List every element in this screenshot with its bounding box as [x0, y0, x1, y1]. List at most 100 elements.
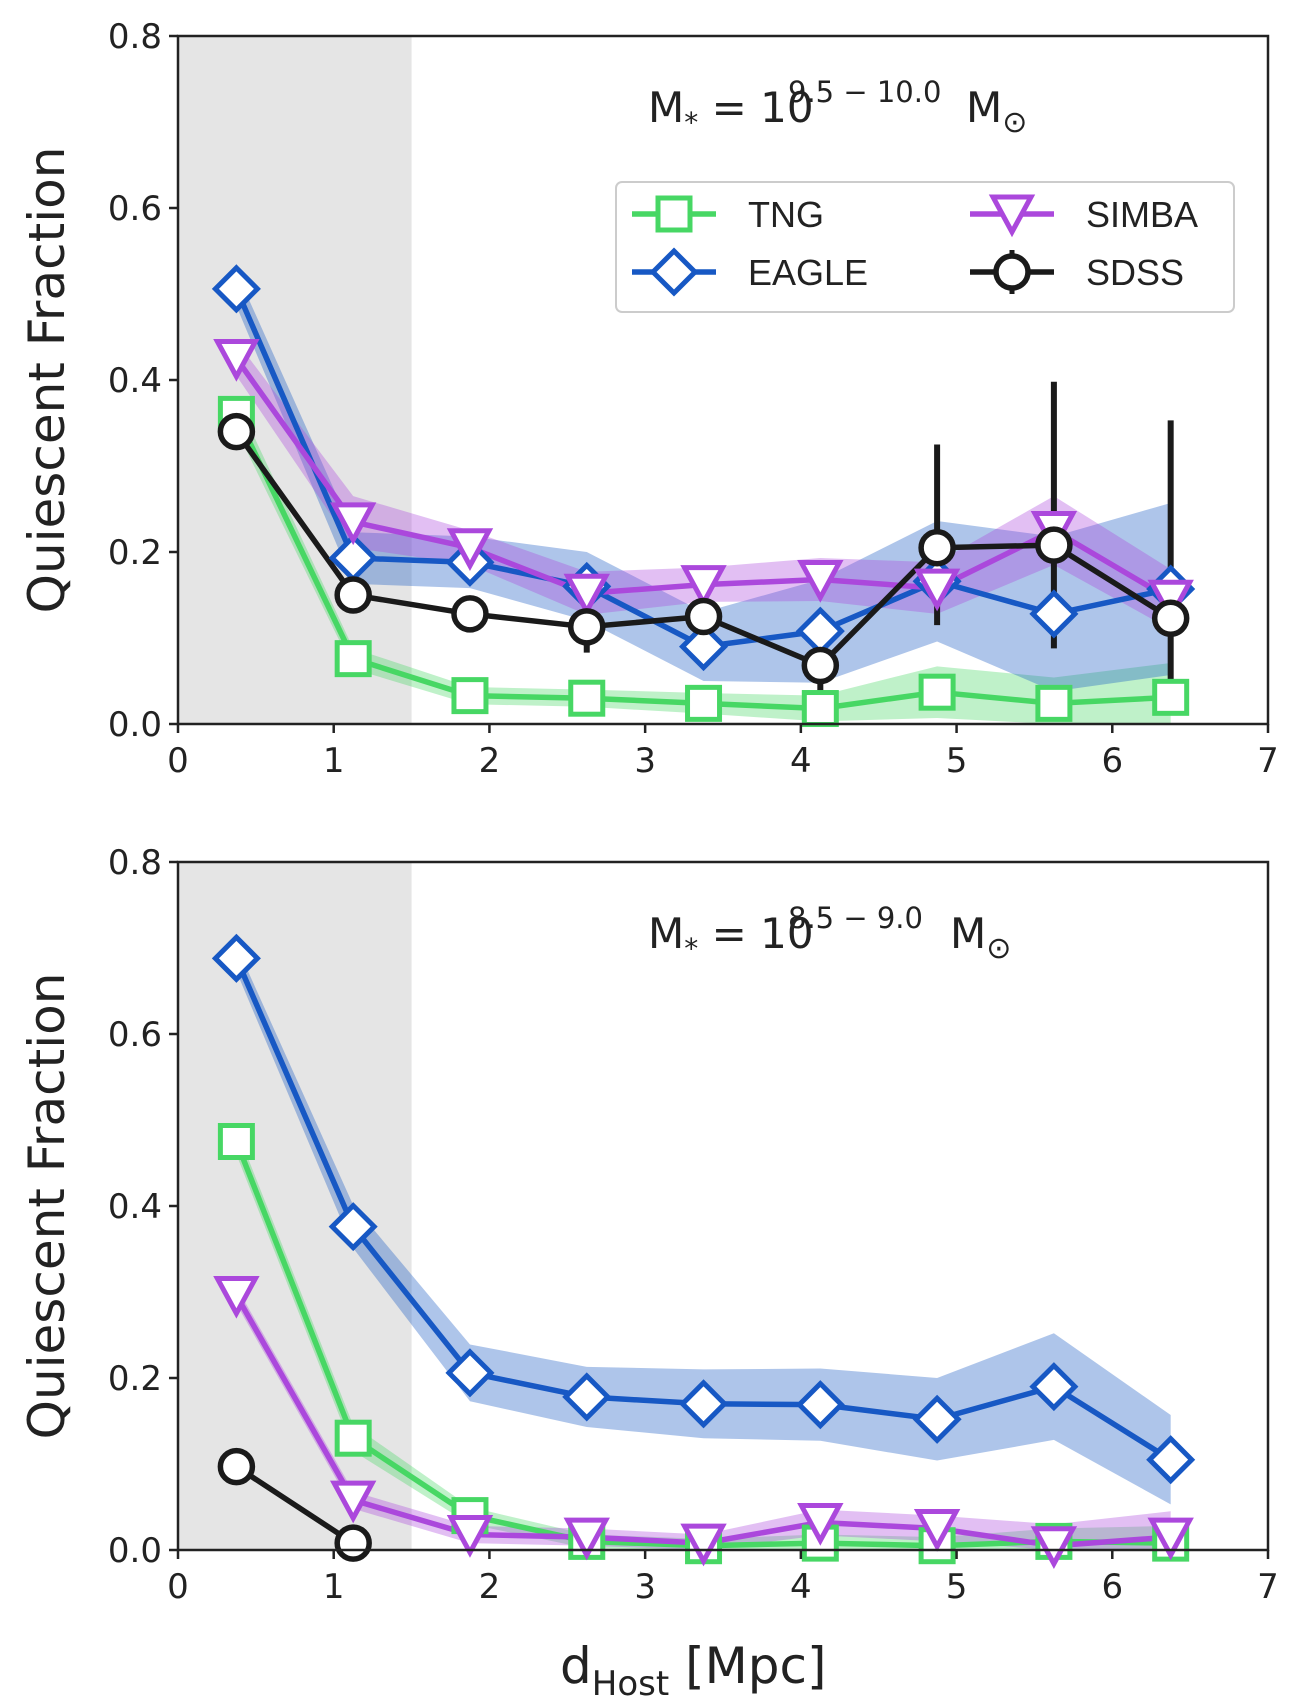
point-sdss [1035, 526, 1073, 564]
point-eagle [211, 264, 261, 314]
point-simba [680, 565, 727, 608]
point-simba [563, 573, 610, 617]
x-tick-label: 4 [790, 741, 812, 781]
point-eagle [1029, 589, 1079, 639]
point-sdss [334, 576, 372, 614]
mass-bin-exponent: 9.5 − 10.0 [788, 75, 941, 109]
point-eagle [1146, 1435, 1196, 1485]
shaded-region [178, 36, 412, 724]
point-eagle [328, 1202, 378, 1252]
legend-label: SDSS [1086, 252, 1184, 293]
band-simba [236, 1286, 1171, 1550]
point-tng [334, 640, 372, 678]
point-simba [446, 1515, 494, 1558]
point-tng [451, 677, 489, 715]
point-simba [913, 568, 961, 612]
y-tick-label: 0.8 [108, 17, 162, 57]
legend-entry-simba: SIMBA [970, 194, 1198, 238]
y-tick-label: 0.2 [108, 533, 162, 573]
x-tick-label: 2 [479, 1567, 501, 1607]
y-tick-label: 0.0 [108, 1531, 162, 1571]
point-simba [329, 502, 377, 546]
point-tng [334, 1419, 372, 1457]
point-sdss [568, 608, 606, 646]
point-sdss [217, 412, 256, 451]
legend-entry-sdss: SDSS [970, 250, 1184, 294]
y-axis-title: Quiescent Fraction [18, 147, 76, 614]
legend-marker [988, 194, 1036, 238]
legend-entry-tng: TNG [632, 194, 824, 235]
legend-label: TNG [748, 194, 824, 235]
point-eagle [679, 622, 729, 672]
x-tick-label: 7 [1257, 1567, 1279, 1607]
point-simba [563, 1517, 610, 1561]
point-simba [797, 560, 844, 603]
x-tick-label: 7 [1257, 741, 1279, 781]
legend-label: EAGLE [748, 252, 868, 293]
y-axis-title: Quiescent Fraction [18, 973, 76, 1440]
mass-bin-exponent: 8.5 − 9.0 [788, 901, 923, 935]
point-tng [685, 684, 723, 722]
x-tick-label: 3 [634, 741, 656, 781]
mass-bin-unit: M⊙ [950, 909, 1011, 966]
legend-marker [649, 247, 699, 297]
x-tick-label: 3 [634, 1567, 656, 1607]
x-tick-label: 1 [323, 1567, 345, 1607]
point-tng [801, 690, 839, 728]
point-simba [1030, 1526, 1078, 1569]
y-tick-label: 0.4 [108, 1187, 162, 1227]
point-eagle [445, 1348, 495, 1398]
point-simba [913, 1509, 961, 1552]
point-simba [446, 528, 494, 571]
point-tng [1152, 678, 1190, 716]
point-eagle [1029, 1362, 1079, 1412]
point-tng [217, 1123, 255, 1160]
shaded-region [178, 862, 412, 1550]
legend-marker [655, 195, 693, 233]
legend: TNG EAGLE SIMBA SDSS [615, 181, 1235, 313]
x-tick-label: 0 [167, 1567, 189, 1607]
line-sdss [234, 1464, 355, 1546]
y-tick-label: 0.4 [108, 361, 162, 401]
x-tick-label: 4 [790, 1567, 812, 1607]
x-tick-label: 6 [1101, 741, 1123, 781]
x-tick-label: 1 [323, 741, 345, 781]
point-sdss [918, 528, 956, 567]
point-sdss [684, 597, 723, 636]
point-tng [568, 679, 606, 717]
x-tick-label: 0 [167, 741, 189, 781]
point-sdss [334, 1524, 372, 1562]
x-axis-title: dHost [Mpc] [560, 1637, 826, 1704]
point-eagle [562, 1372, 612, 1422]
point-eagle [912, 1394, 962, 1444]
x-tick-label: 6 [1101, 1567, 1123, 1607]
point-eagle [211, 933, 261, 983]
point-tng [918, 673, 956, 711]
legend-frame [615, 181, 1235, 313]
x-tick-label: 5 [946, 741, 968, 781]
y-tick-label: 0.6 [108, 189, 162, 229]
panels: 0 1 2 3 4 5 6 7 0.0 0.2 0.4 0.6 0.8 Quiescent Fractio… [18, 17, 1279, 1607]
point-sdss [1151, 599, 1190, 637]
panel-1: 0 1 2 3 4 5 6 7 0.0 0.2 0.4 0.6 0.8 Quiescent Fractio… [18, 17, 1279, 781]
point-simba [1147, 1517, 1194, 1561]
point-tng [1035, 684, 1073, 722]
y-tick-label: 0.0 [108, 705, 162, 745]
legend-label: SIMBA [1086, 194, 1198, 235]
point-sdss [217, 1447, 256, 1486]
y-tick-label: 0.6 [108, 1015, 162, 1055]
mass-bin-label: M* = 10 [648, 83, 814, 139]
point-simba [329, 1480, 377, 1524]
legend-entry-eagle: EAGLE [632, 247, 868, 297]
y-tick-label: 0.2 [108, 1359, 162, 1399]
mass-bin-unit: M⊙ [966, 83, 1027, 140]
y-tick-label: 0.8 [108, 843, 162, 883]
point-sdss [451, 595, 489, 633]
point-eagle [679, 1379, 729, 1429]
point-simba [797, 1502, 844, 1546]
point-eagle [795, 1380, 845, 1430]
point-simba [680, 1523, 727, 1567]
legend-marker [993, 253, 1031, 291]
x-tick-label: 2 [479, 741, 501, 781]
